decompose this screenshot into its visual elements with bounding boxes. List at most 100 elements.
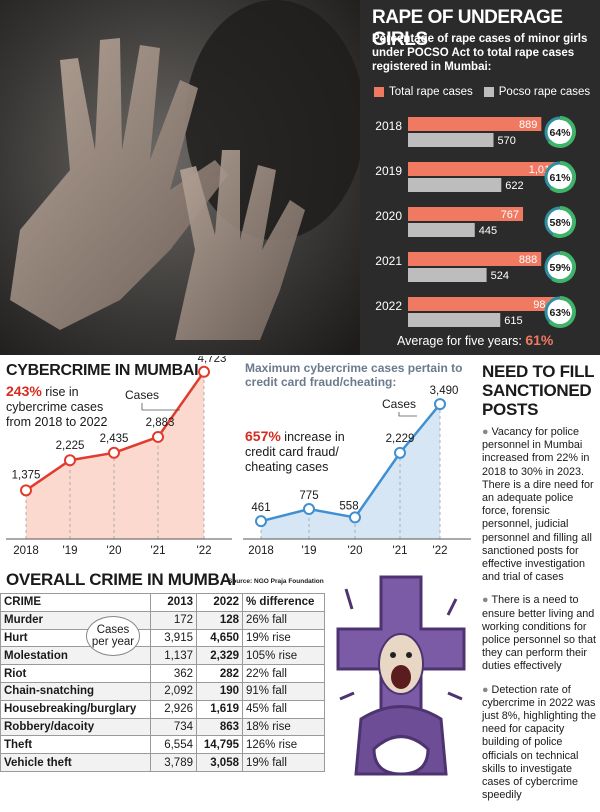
table-header: CRIME bbox=[0, 593, 151, 612]
difference-cell: 18% rise bbox=[242, 717, 325, 737]
difference-cell: 26% fall bbox=[242, 610, 325, 630]
x-tick-label: '22 bbox=[433, 545, 448, 557]
crime-name-cell: Vehicle theft bbox=[0, 753, 151, 772]
need-bullet: ● Vacancy for police personnel in Mumbai … bbox=[482, 426, 598, 584]
total-bar bbox=[408, 162, 561, 176]
table-header: % difference bbox=[242, 593, 325, 612]
data-label: 2,225 bbox=[56, 440, 85, 452]
value-2013-cell: 3,789 bbox=[150, 753, 197, 772]
total-label: 889 bbox=[519, 119, 537, 131]
x-tick-label: 2018 bbox=[13, 545, 39, 557]
difference-cell: 126% rise bbox=[242, 735, 325, 755]
value-2022-cell: 863 bbox=[196, 717, 243, 737]
cases-per-year-note: Cases per year bbox=[86, 616, 140, 656]
value-2013-cell: 362 bbox=[150, 664, 197, 683]
value-2013-cell: 734 bbox=[150, 717, 197, 737]
cases-note-line1: Cases bbox=[96, 624, 130, 636]
value-2022-cell: 14,795 bbox=[196, 735, 243, 755]
pocso-label: 615 bbox=[504, 315, 522, 327]
pocso-bar bbox=[408, 223, 475, 237]
total-bar bbox=[408, 117, 542, 131]
cases-note-line2: per year bbox=[91, 636, 135, 648]
need-bullet-text: There is a need to ensure better living … bbox=[482, 594, 597, 673]
cybercrime-panel: CYBERCRIME IN MUMBAI 243% rise in cyberc… bbox=[0, 356, 236, 568]
credit-card-panel: Maximum cybercrime cases pertain to cred… bbox=[237, 356, 475, 568]
difference-cell: 22% fall bbox=[242, 664, 325, 683]
rape-average: Average for five years: 61% bbox=[397, 332, 553, 348]
percent-label: 64% bbox=[549, 127, 571, 139]
table-header-row: CRIME 2013 2022 % difference bbox=[0, 593, 325, 612]
overall-crime-source: Source: NGO Praja Foundation bbox=[228, 578, 324, 585]
credit-card-note-value: 657% bbox=[245, 428, 281, 444]
data-point bbox=[434, 398, 446, 411]
table-row: Housebreaking/burglary 2,926 1,619 45% fall bbox=[0, 699, 325, 719]
table-row: Riot 362 282 22% fall bbox=[0, 664, 325, 683]
total-bar bbox=[408, 297, 556, 311]
need-panel: NEED TO FILL SANCTIONED POSTS ● Vacancy f… bbox=[476, 356, 600, 801]
x-tick-label: '19 bbox=[63, 545, 78, 557]
need-bullet-text: Vacancy for police personnel in Mumbai i… bbox=[482, 426, 594, 584]
data-point bbox=[255, 515, 267, 528]
pocso-bar bbox=[408, 133, 494, 147]
pocso-label: 524 bbox=[491, 270, 509, 282]
table-row: Murder 172 128 26% fall bbox=[0, 610, 325, 630]
rape-panel: RAPE OF UNDERAGE GIRLS Percentage of rap… bbox=[0, 0, 600, 355]
value-2013-cell: 3,915 bbox=[150, 628, 197, 648]
rape-title: RAPE OF UNDERAGE GIRLS bbox=[372, 7, 563, 50]
value-2022-cell: 2,329 bbox=[196, 646, 243, 666]
year-label: 2018 bbox=[375, 119, 402, 133]
x-tick-label: 2018 bbox=[248, 545, 274, 557]
value-2013-cell: 2,092 bbox=[150, 681, 197, 701]
overall-crime-panel: OVERALL CRIME IN MUMBAI Source: NGO Praj… bbox=[0, 569, 475, 782]
data-point bbox=[64, 454, 76, 467]
legend-swatch-total bbox=[374, 87, 384, 97]
total-bar bbox=[408, 207, 524, 221]
rape-legend: Total rape cases Pocso rape cases bbox=[374, 86, 590, 98]
value-2022-cell: 3,058 bbox=[196, 753, 243, 772]
data-label: 558 bbox=[339, 500, 358, 512]
bullet-dot-icon: ● bbox=[482, 683, 489, 696]
value-2013-cell: 2,926 bbox=[150, 699, 197, 719]
need-bullet: ● There is a need to ensure better living… bbox=[482, 594, 598, 673]
cybercrime-line-chart: 1,375 2018 2,225 '19 2,435 '20 2,883 '21 4,723 '2… bbox=[6, 356, 232, 557]
need-bullet: ● Detection rate of cybercrime in 2022 wa… bbox=[482, 684, 598, 803]
percent-label: 58% bbox=[549, 217, 571, 229]
table-row: Vehicle theft 3,789 3,058 19% fall bbox=[0, 753, 325, 772]
hands-photo bbox=[0, 0, 360, 355]
data-label: 3,490 bbox=[430, 385, 459, 397]
total-bar bbox=[408, 252, 542, 266]
total-label: 888 bbox=[519, 254, 537, 266]
data-label: 4,723 bbox=[198, 356, 227, 365]
pocso-bar bbox=[408, 178, 502, 192]
average-value: 61% bbox=[525, 332, 554, 348]
crime-name-cell: Theft bbox=[0, 735, 151, 755]
value-2022-cell: 4,650 bbox=[196, 628, 243, 648]
table-header: 2013 bbox=[150, 593, 197, 612]
cybercrime-note-text: rise in cybercrime cases from 2018 to 20… bbox=[6, 385, 108, 429]
percent-label: 59% bbox=[549, 262, 571, 274]
need-bullet-list: ● Vacancy for police personnel in Mumbai … bbox=[482, 426, 598, 812]
x-tick-label: '21 bbox=[393, 545, 408, 557]
x-tick-label: '19 bbox=[302, 545, 317, 557]
legend-label-total: Total rape cases bbox=[389, 86, 473, 98]
value-2022-cell: 1,619 bbox=[196, 699, 243, 719]
crime-table: CRIME 2013 2022 % difference Murder 172 12… bbox=[0, 593, 325, 772]
overall-crime-title: OVERALL CRIME IN MUMBAI bbox=[6, 570, 236, 589]
credit-card-note: 657% increase in credit card fraud/ chea… bbox=[245, 429, 375, 475]
percent-arc bbox=[549, 161, 576, 193]
average-label: Average for five years: bbox=[397, 334, 522, 348]
credit-card-note-text: increase in credit card fraud/ cheating … bbox=[245, 430, 345, 474]
data-point bbox=[20, 484, 32, 497]
table-row: Theft 6,554 14,795 126% rise bbox=[0, 735, 325, 755]
value-2013-cell: 172 bbox=[150, 610, 197, 630]
table-header: 2022 bbox=[196, 593, 243, 612]
percent-arc bbox=[547, 116, 576, 148]
data-point bbox=[394, 446, 406, 459]
table-row: Robbery/dacoity 734 863 18% rise bbox=[0, 717, 325, 737]
year-label: 2019 bbox=[375, 164, 402, 178]
percent-arc bbox=[551, 251, 576, 283]
need-title: NEED TO FILL SANCTIONED POSTS bbox=[482, 362, 594, 419]
area-fill bbox=[261, 404, 440, 539]
pocso-label: 622 bbox=[505, 180, 523, 192]
